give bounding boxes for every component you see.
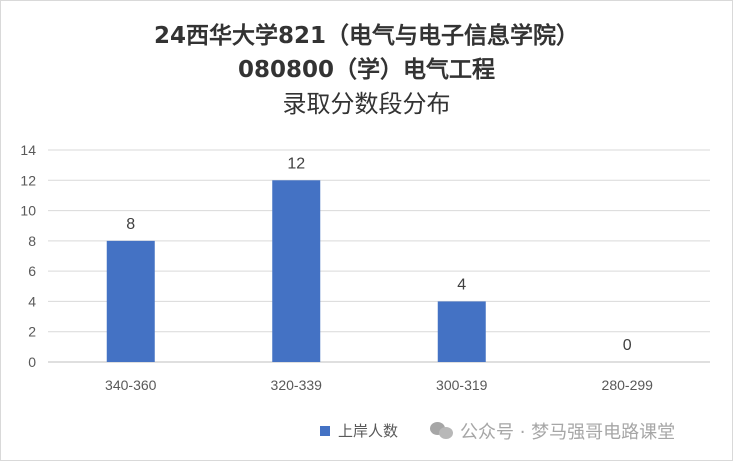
- data-label: 0: [623, 337, 632, 354]
- x-tick-label: 340-360: [105, 377, 157, 393]
- y-tick-label: 4: [28, 293, 36, 309]
- chart-title-line-1: 24西华大学821（电气与电子信息学院）: [153, 23, 580, 49]
- bar: [437, 301, 486, 362]
- x-tick-label: 300-319: [436, 377, 488, 393]
- y-tick-label: 10: [20, 203, 36, 219]
- watermark: 公众号 · 梦马强哥电路课堂: [430, 418, 675, 444]
- wechat-icon: [430, 422, 454, 440]
- y-tick-label: 2: [28, 324, 36, 340]
- legend: 上岸人数: [320, 420, 398, 441]
- y-tick-label: 0: [28, 354, 36, 370]
- x-tick-label: 280-299: [602, 377, 654, 393]
- watermark-text: 公众号 · 梦马强哥电路课堂: [460, 422, 676, 443]
- legend-swatch: [320, 425, 330, 436]
- y-tick-label: 6: [28, 263, 36, 279]
- data-label: 4: [457, 276, 466, 293]
- y-tick-label: 8: [28, 233, 36, 249]
- y-tick-label: 14: [20, 142, 36, 158]
- bar: [272, 180, 321, 362]
- legend-label: 上岸人数: [338, 422, 399, 440]
- data-label: 8: [126, 216, 135, 233]
- data-label: 12: [287, 155, 305, 172]
- chart-title-line-3: 录取分数段分布: [282, 90, 451, 118]
- y-tick-label: 12: [20, 172, 36, 188]
- bar: [106, 240, 155, 362]
- chart-title-line-2: 080800（学）电气工程: [237, 57, 496, 83]
- x-tick-label: 320-339: [271, 377, 323, 393]
